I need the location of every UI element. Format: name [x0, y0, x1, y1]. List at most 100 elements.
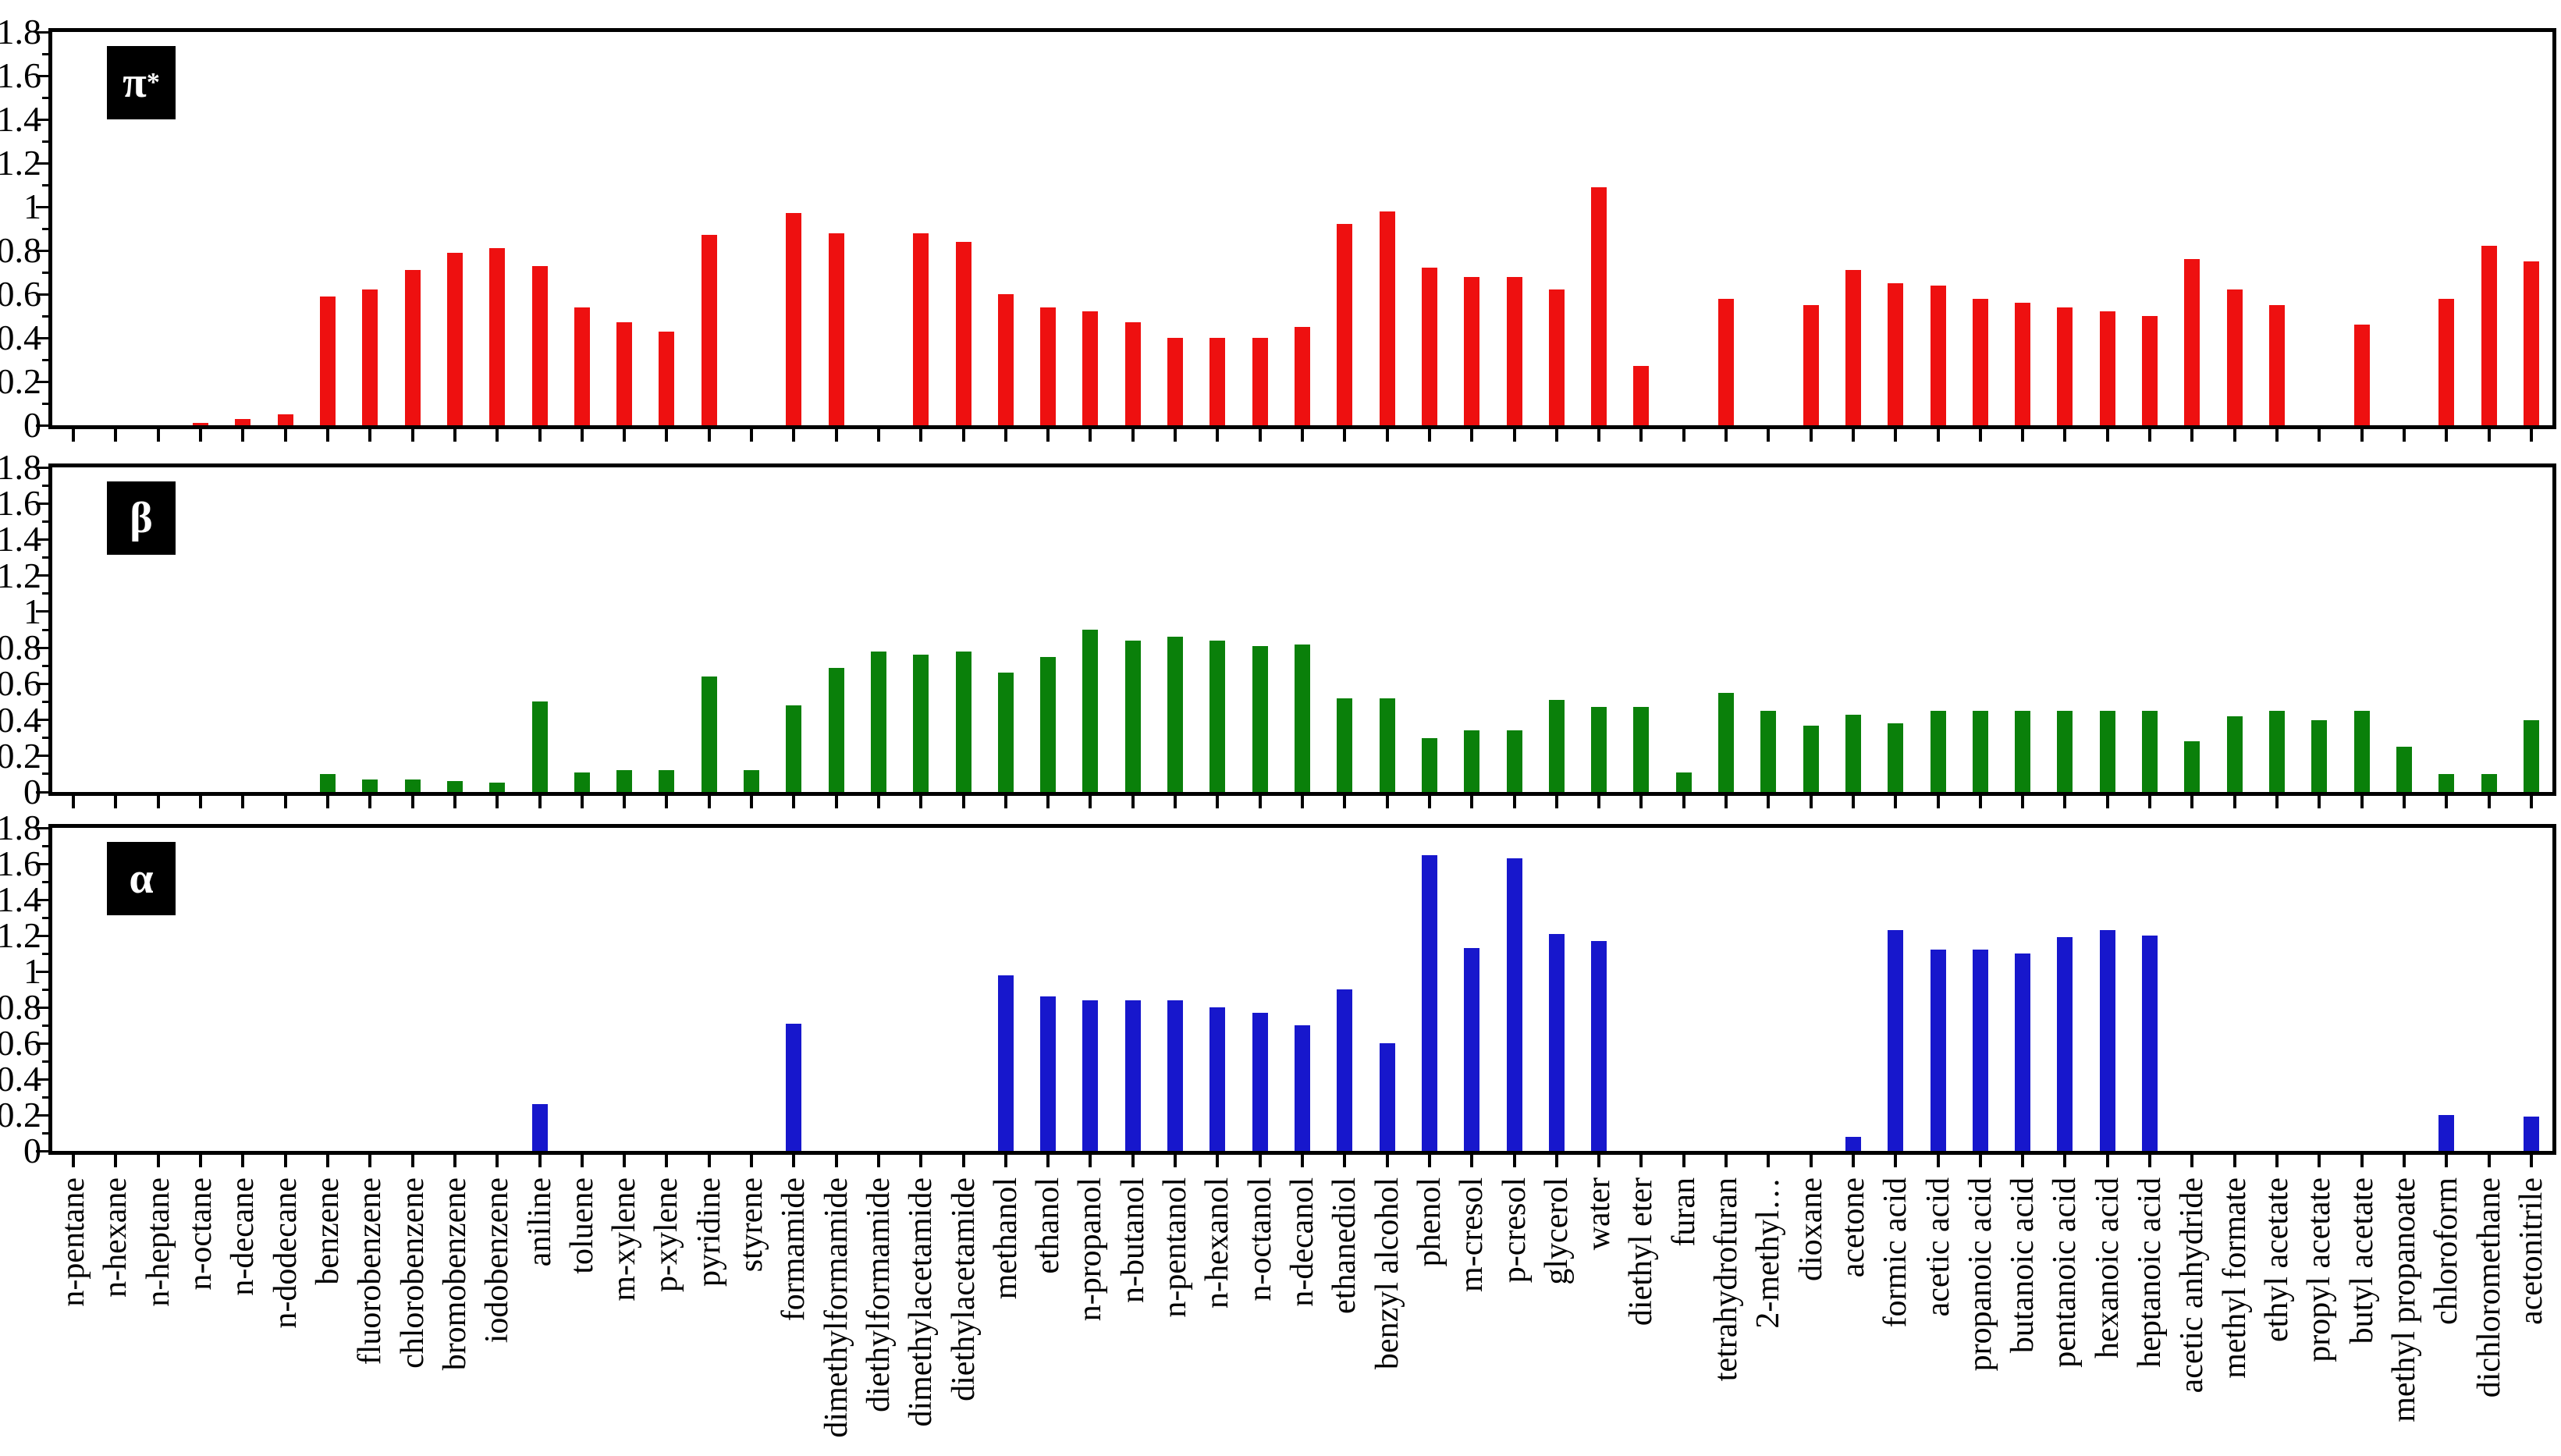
x-axis-tick	[707, 1155, 711, 1167]
x-axis-tick	[961, 1155, 965, 1167]
bar-β-butanoic acid	[2015, 711, 2031, 792]
bar-β-dimethylacetamide	[913, 655, 929, 792]
x-axis-tick	[1301, 796, 1304, 808]
bar-β-dichloromethane	[2481, 773, 2497, 792]
x-axis-tick	[2445, 1155, 2449, 1167]
x-axis-tick	[2445, 429, 2449, 442]
y-axis-tick	[42, 52, 52, 55]
x-category-label: n-pentanol	[1157, 1177, 1194, 1318]
bar-β-m-xylene	[616, 770, 633, 792]
y-axis-tick	[36, 970, 52, 973]
y-axis-tick	[42, 664, 52, 667]
x-axis-tick	[2148, 429, 2152, 442]
bar-π*-acetonitrile	[2523, 261, 2539, 425]
bar-π*-butyl acetate	[2353, 325, 2370, 425]
bar-π*-hexanoic acid	[2099, 311, 2115, 425]
x-axis-tick	[199, 429, 203, 442]
x-category-label: iodobenzene	[479, 1177, 516, 1344]
x-axis-tick	[114, 796, 118, 808]
y-axis-tick	[36, 610, 52, 613]
x-category-label: 2-methyl…	[1750, 1177, 1787, 1329]
y-axis-tick	[36, 1006, 52, 1009]
y-axis-tick	[42, 916, 52, 919]
y-axis-tick	[36, 755, 52, 758]
x-category-label: n-octane	[183, 1177, 219, 1291]
bar-β-benzene	[319, 773, 336, 792]
x-category-label: acetonitrile	[2513, 1177, 2549, 1325]
x-category-label: p-xylene	[648, 1177, 685, 1292]
panel-alpha: α 1.8 1.6 1.4 1.2 1 0.8 0.6 0.4 0.2 0	[0, 808, 2556, 1170]
y-tick-label: 1.8	[0, 808, 41, 847]
x-axis-tick	[1725, 1155, 1728, 1167]
x-axis-tick	[1216, 429, 1220, 442]
x-axis-tick	[1131, 796, 1135, 808]
bar-β-styrene	[744, 770, 760, 792]
x-category-label: formamide	[776, 1177, 812, 1322]
bar-α-formic acid	[1888, 930, 1904, 1151]
x-category-label: ethanol	[1030, 1177, 1067, 1274]
x-axis-tick	[325, 1155, 329, 1167]
x-category-label: n-butanol	[1114, 1177, 1151, 1303]
x-category-label: butanoic acid	[2005, 1177, 2041, 1354]
bar-β-water	[1591, 707, 1607, 792]
bar-β-n-pentanol	[1167, 637, 1184, 792]
y-tick-label: 1.8	[0, 12, 41, 51]
bar-β-bromobenzene	[446, 781, 463, 792]
x-axis-tick	[1936, 796, 1940, 808]
x-axis-tick	[750, 429, 754, 442]
x-category-label: diethyl eter	[1623, 1177, 1660, 1326]
y-tick-label: 0.4	[0, 1059, 41, 1099]
bar-β-dioxane	[1803, 725, 1819, 792]
x-axis-tick	[1131, 429, 1135, 442]
x-category-label: dichloromethane	[2470, 1177, 2507, 1398]
y-axis-tick	[42, 1024, 52, 1027]
x-category-label: aniline	[521, 1177, 558, 1267]
x-axis-tick	[1809, 429, 1813, 442]
x-category-label: diethylacetamide	[945, 1177, 982, 1401]
x-category-label: dioxane	[1792, 1177, 1829, 1281]
bar-β-m-cresol	[1464, 730, 1480, 792]
x-axis-tick	[2232, 429, 2236, 442]
x-axis-tick	[792, 1155, 796, 1167]
x-axis-tick	[1258, 796, 1262, 808]
x-axis-tick	[1470, 1155, 1474, 1167]
x-category-label: furan	[1665, 1177, 1702, 1247]
bar-β-n-butanol	[1124, 640, 1141, 792]
bar-π*-benzyl alcohol	[1379, 211, 1395, 425]
y-axis-tick	[36, 118, 52, 121]
y-tick-label: 1.2	[0, 555, 41, 595]
bar-β-formic acid	[1888, 723, 1904, 792]
x-category-label: methanol	[987, 1177, 1024, 1300]
x-axis-tick	[1385, 1155, 1389, 1167]
x-axis-tick	[580, 429, 584, 442]
y-tick-label: 0.4	[0, 318, 41, 357]
y-tick-label: 0.6	[0, 274, 41, 314]
x-category-label: tetrahydrofuran	[1708, 1177, 1745, 1382]
bar-β-n-hexanol	[1209, 640, 1226, 792]
bar-β-methyl propanoate	[2396, 747, 2412, 792]
x-axis-tick	[453, 429, 456, 442]
x-category-label: dimethylacetamide	[903, 1177, 940, 1427]
y-axis-tick	[36, 205, 52, 208]
x-axis-tick	[2232, 1155, 2236, 1167]
bar-α-hexanoic acid	[2099, 930, 2115, 1151]
bar-π*-butanoic acid	[2015, 303, 2031, 425]
x-category-label: acetic anhydride	[2174, 1177, 2211, 1394]
bar-α-water	[1591, 940, 1607, 1151]
y-tick-label: 0	[23, 772, 41, 811]
y-axis-tick	[42, 96, 52, 99]
x-axis-tick	[1003, 1155, 1007, 1167]
x-axis-tick	[1385, 429, 1389, 442]
x-category-label: propyl acetate	[2301, 1177, 2338, 1362]
x-axis-tick	[538, 1155, 542, 1167]
x-axis-tick	[1216, 796, 1220, 808]
bar-π*-benzene	[319, 296, 336, 425]
y-axis-tick	[42, 556, 52, 559]
panel-pi-star: π * 1.8 1.6 1.4 1.2 1 0.8 0.6 0.4 0.2 0	[0, 12, 2556, 445]
x-axis-tick	[792, 796, 796, 808]
bar-π*-dimethylacetamide	[913, 233, 929, 425]
y-axis-tick	[36, 1078, 52, 1081]
x-axis-tick	[876, 796, 880, 808]
x-axis-tick	[1851, 1155, 1855, 1167]
